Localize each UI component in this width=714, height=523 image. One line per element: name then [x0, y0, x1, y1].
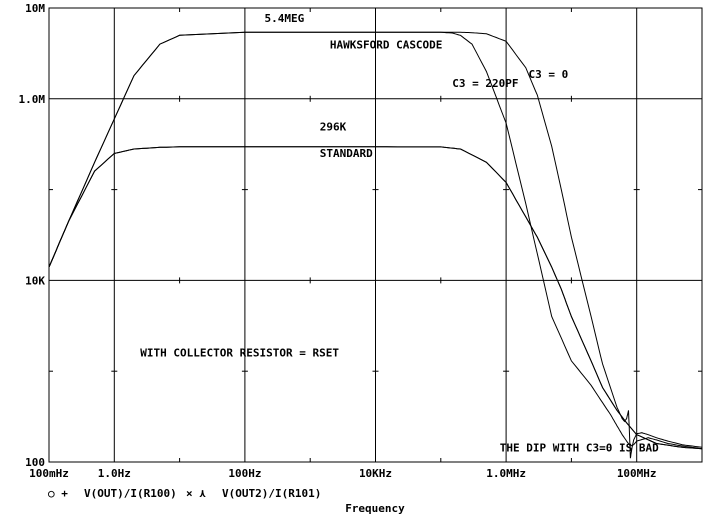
annotation-8: THE DIP WITH C3=0 IS BAD — [500, 442, 659, 455]
plot-frame — [48, 7, 703, 463]
series-line-4 — [48, 146, 703, 450]
annotation-4: C3 = 0 — [528, 68, 568, 81]
legend-entry-1-marker: ○ + — [48, 487, 68, 500]
y-tick-label: 10K — [25, 274, 45, 287]
annotation-7: WITH COLLECTOR RESISTOR = RSET — [140, 347, 339, 360]
annotation-6: STANDARD — [320, 147, 373, 160]
x-tick-label: 10KHz — [359, 467, 392, 480]
annotation-2: HAWKSFORD CASCODE — [330, 38, 443, 51]
x-tick-label: 1.0Hz — [98, 467, 131, 480]
legend-entry-1-label: V(OUT)/I(R100) — [84, 487, 177, 500]
x-tick-label: 100MHz — [617, 467, 657, 480]
y-tick-labels: 100 10K 1.0M 10M — [19, 2, 46, 469]
x-tick-label: 100Hz — [228, 467, 261, 480]
annotation-1: 5.4MEG — [265, 12, 305, 25]
x-axis-label: Frequency — [345, 502, 405, 515]
legend-entry-2-label: V(OUT2)/I(R101) — [222, 487, 321, 500]
grid — [49, 8, 702, 462]
series-layer — [48, 31, 703, 459]
legend-entry-2-marker: × ⋏ — [186, 487, 206, 500]
y-tick-label: 100 — [25, 456, 45, 469]
y-tick-label: 1.0M — [19, 93, 46, 106]
x-tick-labels: 100mHz 1.0Hz 100Hz 10KHz 1.0MHz 100MHz — [29, 467, 656, 480]
annotation-3: C3 = 220PF — [452, 77, 518, 90]
x-tick-label: 100mHz — [29, 467, 69, 480]
tick-marks — [49, 8, 703, 462]
legend: ○ + V(OUT)/I(R100) × ⋏ V(OUT2)/I(R101) — [48, 487, 321, 500]
x-tick-label: 1.0MHz — [486, 467, 526, 480]
annotation-5: 296K — [320, 120, 347, 133]
annotations: 5.4MEG HAWKSFORD CASCODE C3 = 220PF C3 = 0 2… — [140, 12, 659, 455]
y-tick-label: 10M — [25, 2, 45, 15]
